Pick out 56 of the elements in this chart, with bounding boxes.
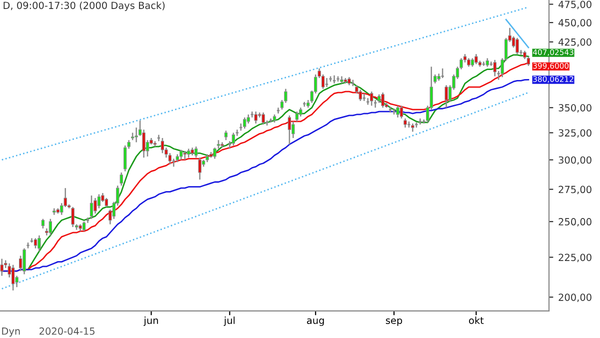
candlestick xyxy=(254,110,258,124)
text: 2020-04-15 xyxy=(40,327,94,335)
candlestick xyxy=(246,114,250,124)
candlestick xyxy=(324,77,329,88)
candlestick xyxy=(370,90,374,106)
chart-title: D, 09:00-17:30 (2000 Days Back) xyxy=(4,2,165,11)
candlestick xyxy=(22,248,26,275)
y-tick-label: 225,00 xyxy=(558,254,592,262)
candlestick xyxy=(474,53,478,65)
y-tick-label: 250,00 xyxy=(558,218,592,226)
candlestick xyxy=(71,206,74,228)
candlestick xyxy=(160,137,164,154)
y-tick-label: 475,00 xyxy=(558,0,592,10)
candlestick xyxy=(332,74,336,84)
y-tick-label: 300,00 xyxy=(558,156,592,165)
y-tick-label: 425,00 xyxy=(558,38,592,47)
candlestick xyxy=(224,130,228,141)
candlestick xyxy=(48,218,52,236)
candlestick xyxy=(34,238,38,249)
x-tick-label: jul xyxy=(224,316,235,326)
candlestick xyxy=(198,156,202,180)
y-tick-label: 325,00 xyxy=(558,129,592,138)
x-tick-label: aug xyxy=(307,318,324,326)
candlestick xyxy=(262,112,265,126)
candlestick xyxy=(358,89,362,102)
candlestick xyxy=(120,172,123,186)
candlestick xyxy=(295,110,298,122)
candlestick xyxy=(388,106,392,114)
candlestick xyxy=(194,146,198,158)
candlestick xyxy=(288,114,292,146)
candlestick xyxy=(82,220,86,232)
x-tick-label: jun xyxy=(144,316,158,326)
candlestick xyxy=(404,118,407,128)
candlestick xyxy=(90,194,94,220)
x-tick-label: sep xyxy=(386,318,402,326)
x-tick-label: okt xyxy=(469,316,484,324)
candlestick xyxy=(213,147,216,160)
text: Dyn xyxy=(2,328,20,337)
candlestick xyxy=(0,258,4,276)
candlestick xyxy=(180,149,183,160)
y-tick-label: 200,00 xyxy=(558,294,592,302)
candlestick xyxy=(41,218,45,230)
candlestick xyxy=(493,59,496,77)
candlestick xyxy=(381,92,384,108)
candlestick xyxy=(232,132,236,146)
candlestick xyxy=(243,116,246,130)
y-tick-label: 275,00 xyxy=(558,186,592,194)
candlestick xyxy=(11,264,15,292)
candlestick xyxy=(444,84,448,108)
y-tick-label: 350,00 xyxy=(558,104,592,112)
y-tick-label: 450,00 xyxy=(558,19,592,28)
candlestick xyxy=(38,234,41,252)
candlestick xyxy=(396,105,400,118)
candlestick xyxy=(516,37,519,55)
candlestick xyxy=(183,150,186,160)
candlestick xyxy=(400,105,404,120)
